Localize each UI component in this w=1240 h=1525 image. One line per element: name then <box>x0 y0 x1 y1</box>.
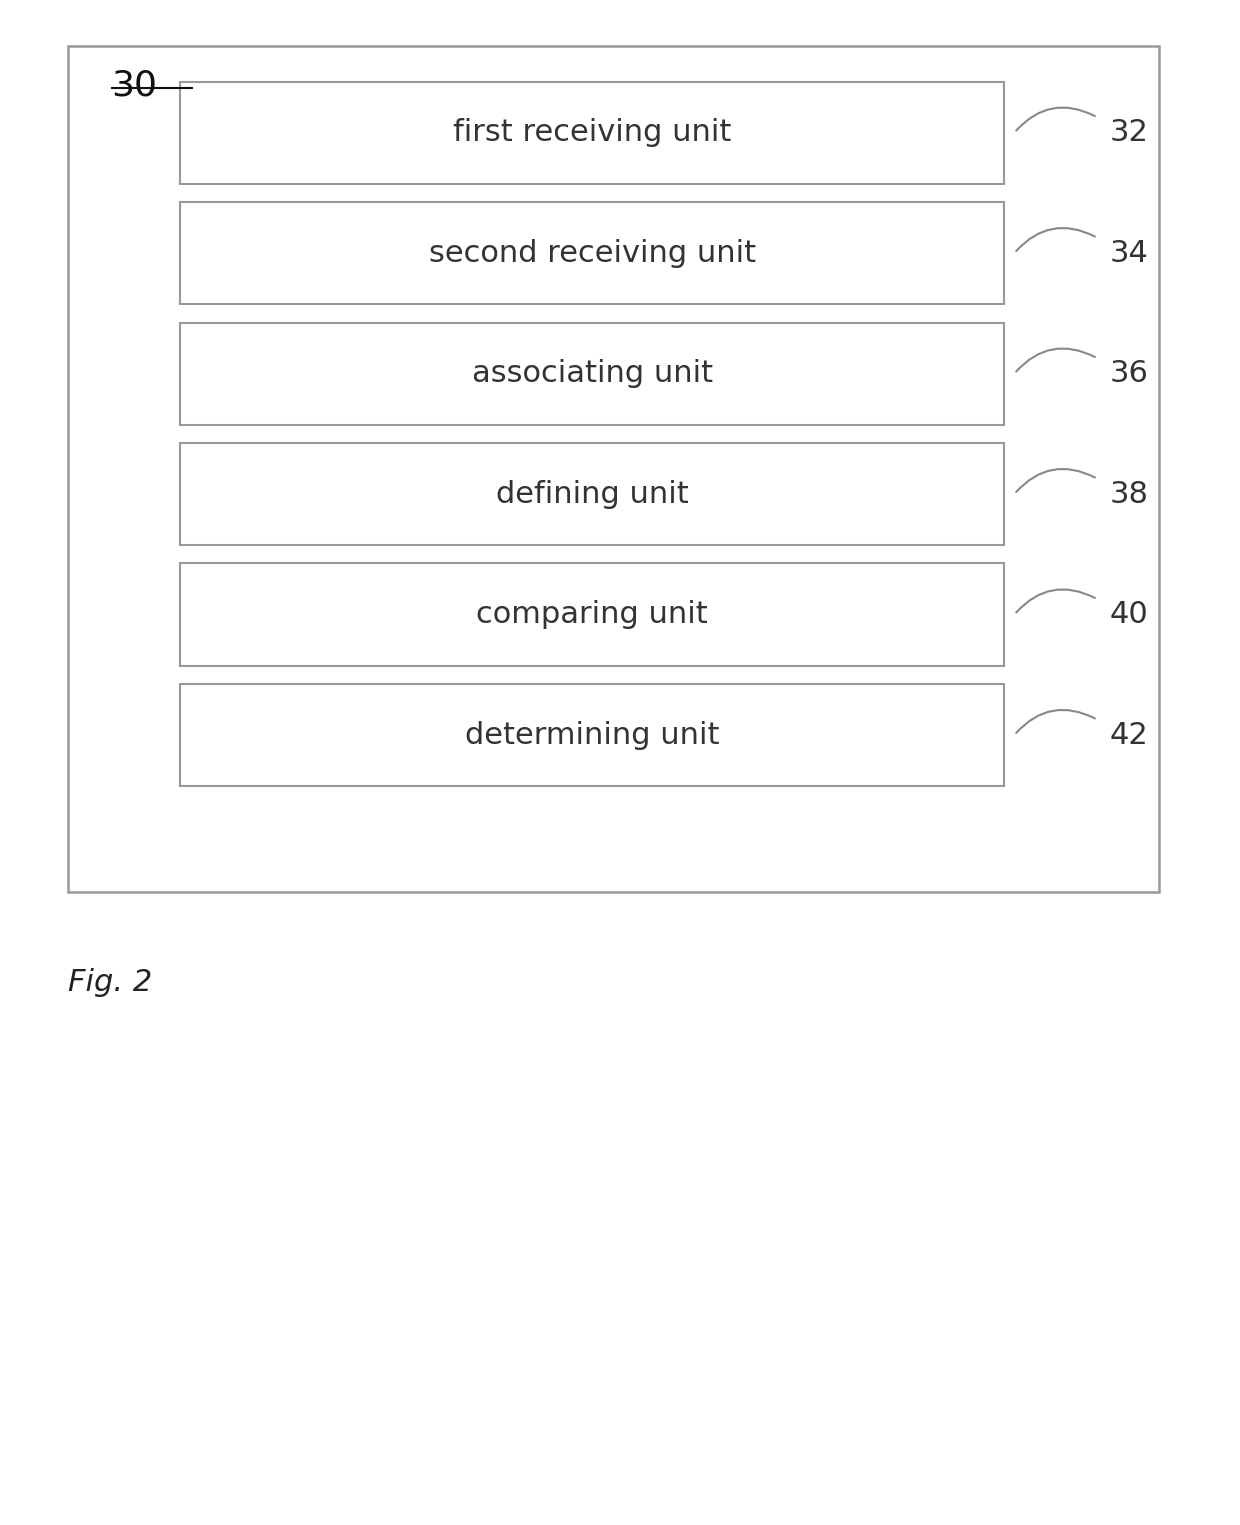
Text: second receiving unit: second receiving unit <box>429 238 755 268</box>
Text: Fig. 2: Fig. 2 <box>68 968 153 997</box>
Text: 34: 34 <box>1110 238 1148 268</box>
Text: defining unit: defining unit <box>496 479 688 509</box>
Bar <box>180 322 1004 424</box>
Text: 30: 30 <box>112 69 157 102</box>
Text: 36: 36 <box>1110 358 1148 389</box>
Text: 38: 38 <box>1110 479 1148 509</box>
Bar <box>180 201 1004 305</box>
Bar <box>180 81 1004 183</box>
Text: 40: 40 <box>1110 599 1148 630</box>
Text: 32: 32 <box>1110 117 1148 148</box>
Text: first receiving unit: first receiving unit <box>453 117 732 148</box>
Text: associating unit: associating unit <box>471 358 713 389</box>
Bar <box>180 563 1004 665</box>
Bar <box>180 442 1004 544</box>
Text: comparing unit: comparing unit <box>476 599 708 630</box>
Text: determining unit: determining unit <box>465 720 719 750</box>
Text: 42: 42 <box>1110 720 1148 750</box>
Bar <box>180 683 1004 787</box>
Bar <box>68 46 1159 892</box>
